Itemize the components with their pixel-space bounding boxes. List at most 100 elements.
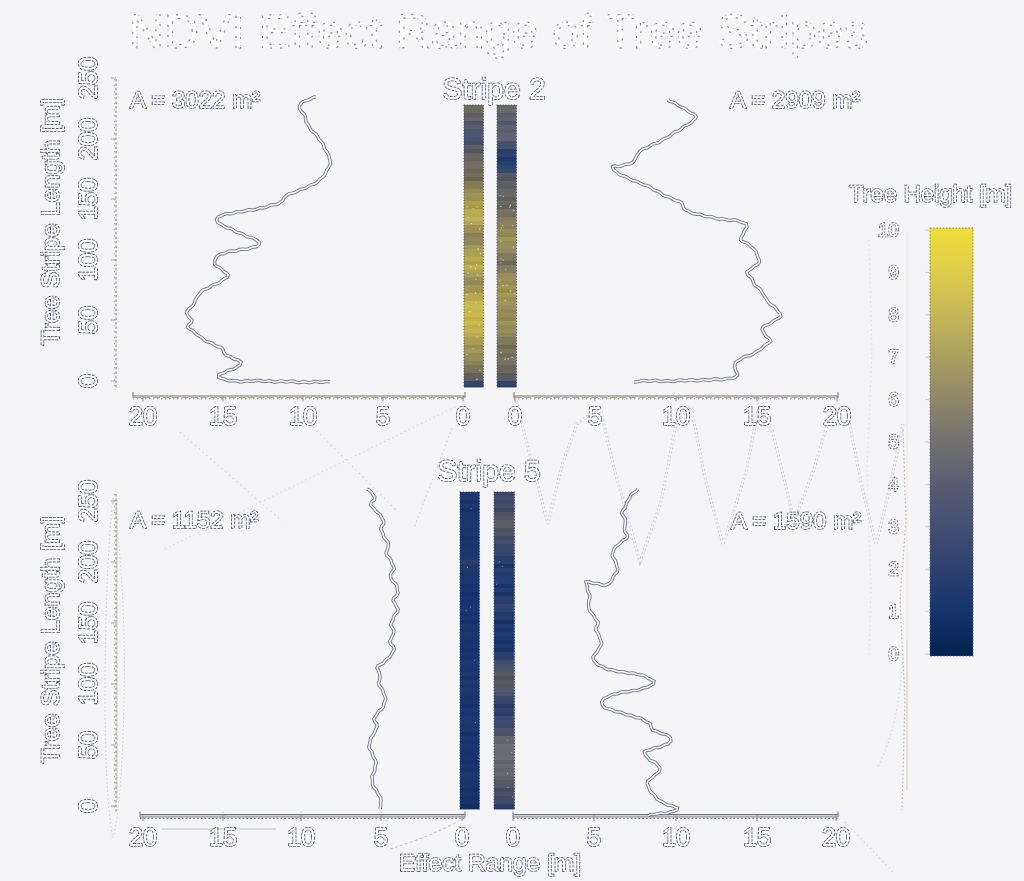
svg-text:Stripe 2: Stripe 2	[442, 73, 545, 106]
svg-text:0: 0	[456, 403, 470, 431]
svg-text:10: 10	[662, 403, 690, 431]
svg-text:Tree Stripe Length [m]: Tree Stripe Length [m]	[37, 516, 65, 764]
svg-text:0: 0	[75, 374, 103, 388]
svg-text:0: 0	[75, 799, 103, 813]
svg-text:0: 0	[888, 645, 899, 666]
svg-text:15: 15	[209, 824, 237, 852]
svg-text:100: 100	[75, 663, 103, 706]
svg-text:15: 15	[743, 824, 771, 852]
svg-text:A = 1152 m²: A = 1152 m²	[130, 507, 258, 534]
svg-text:6: 6	[888, 390, 899, 411]
svg-text:10: 10	[878, 221, 899, 242]
svg-text:150: 150	[75, 602, 103, 645]
svg-text:10: 10	[662, 403, 690, 431]
svg-text:1: 1	[888, 602, 899, 623]
svg-text:Tree Stripe Length [m]: Tree Stripe Length [m]	[37, 98, 65, 346]
svg-text:1: 1	[888, 602, 899, 623]
svg-text:15: 15	[743, 403, 771, 431]
svg-text:A = 2909 m²: A = 2909 m²	[730, 87, 860, 114]
svg-text:20: 20	[129, 824, 157, 852]
svg-text:5: 5	[374, 824, 388, 852]
svg-text:0: 0	[508, 403, 522, 431]
svg-text:0: 0	[455, 824, 469, 852]
svg-text:2: 2	[888, 560, 899, 581]
svg-text:15: 15	[209, 403, 237, 431]
svg-text:250: 250	[75, 57, 103, 100]
svg-text:100: 100	[75, 239, 103, 282]
svg-text:9: 9	[888, 263, 899, 284]
svg-text:20: 20	[823, 403, 851, 431]
svg-text:200: 200	[75, 541, 103, 584]
svg-text:250: 250	[75, 57, 103, 100]
svg-text:10: 10	[287, 824, 315, 852]
svg-text:3: 3	[888, 517, 899, 538]
svg-text:20: 20	[129, 403, 157, 431]
svg-text:20: 20	[129, 824, 157, 852]
svg-text:20: 20	[129, 403, 157, 431]
svg-text:0: 0	[75, 374, 103, 388]
svg-text:7: 7	[888, 348, 899, 369]
svg-text:50: 50	[75, 306, 103, 334]
svg-text:NDVI Effect Range of Tree Stri: NDVI Effect Range of Tree Stripes	[129, 5, 868, 59]
svg-text:20: 20	[822, 824, 850, 852]
svg-text:100: 100	[75, 663, 103, 706]
svg-text:Tree Stripe Length [m]: Tree Stripe Length [m]	[37, 98, 65, 346]
svg-text:0: 0	[455, 824, 469, 852]
svg-text:50: 50	[75, 731, 103, 759]
svg-text:200: 200	[75, 118, 103, 161]
svg-text:6: 6	[888, 390, 899, 411]
svg-text:0: 0	[506, 824, 520, 852]
svg-text:7: 7	[888, 348, 899, 369]
svg-text:4: 4	[888, 475, 899, 496]
svg-text:5: 5	[587, 824, 601, 852]
svg-text:150: 150	[75, 178, 103, 221]
svg-text:15: 15	[209, 824, 237, 852]
svg-text:8: 8	[888, 305, 899, 326]
svg-text:Tree Height [m]: Tree Height [m]	[849, 181, 1012, 208]
svg-text:Effect Range [m]: Effect Range [m]	[399, 850, 581, 877]
svg-text:5: 5	[376, 403, 390, 431]
svg-text:5: 5	[888, 433, 899, 454]
svg-text:Stripe 5: Stripe 5	[437, 455, 540, 488]
svg-text:A = 1152 m²: A = 1152 m²	[130, 507, 258, 534]
svg-text:10: 10	[289, 403, 317, 431]
svg-text:200: 200	[75, 541, 103, 584]
svg-text:5: 5	[376, 403, 390, 431]
svg-text:A = 2909 m²: A = 2909 m²	[730, 87, 860, 114]
svg-text:0: 0	[456, 403, 470, 431]
svg-text:20: 20	[823, 403, 851, 431]
svg-text:A = 3022 m²: A = 3022 m²	[130, 87, 260, 114]
svg-text:250: 250	[75, 480, 103, 523]
svg-text:A = 3022 m²: A = 3022 m²	[130, 87, 260, 114]
svg-text:5: 5	[588, 403, 602, 431]
svg-text:5: 5	[888, 433, 899, 454]
svg-text:Tree Height [m]: Tree Height [m]	[849, 181, 1012, 208]
svg-text:A = 1590 m²: A = 1590 m²	[731, 508, 861, 535]
svg-text:0: 0	[75, 799, 103, 813]
svg-text:10: 10	[662, 824, 690, 852]
svg-text:150: 150	[75, 178, 103, 221]
svg-text:4: 4	[888, 475, 899, 496]
svg-text:3: 3	[888, 517, 899, 538]
svg-text:A = 1590 m²: A = 1590 m²	[731, 508, 861, 535]
svg-text:Stripe 2: Stripe 2	[442, 73, 545, 106]
svg-text:20: 20	[822, 824, 850, 852]
svg-text:50: 50	[75, 306, 103, 334]
svg-text:2: 2	[888, 560, 899, 581]
svg-text:0: 0	[888, 645, 899, 666]
svg-text:5: 5	[587, 824, 601, 852]
svg-text:Tree Stripe Length [m]: Tree Stripe Length [m]	[37, 516, 65, 764]
svg-text:15: 15	[209, 403, 237, 431]
svg-text:Effect Range [m]: Effect Range [m]	[399, 850, 581, 877]
svg-text:150: 150	[75, 602, 103, 645]
svg-text:15: 15	[743, 824, 771, 852]
svg-text:5: 5	[374, 824, 388, 852]
svg-text:15: 15	[743, 403, 771, 431]
svg-text:200: 200	[75, 118, 103, 161]
svg-text:10: 10	[289, 403, 317, 431]
svg-text:100: 100	[75, 239, 103, 282]
svg-text:NDVI Effect Range of Tree Stri: NDVI Effect Range of Tree Stripes	[129, 5, 868, 59]
svg-text:8: 8	[888, 305, 899, 326]
svg-text:9: 9	[888, 263, 899, 284]
svg-text:10: 10	[287, 824, 315, 852]
